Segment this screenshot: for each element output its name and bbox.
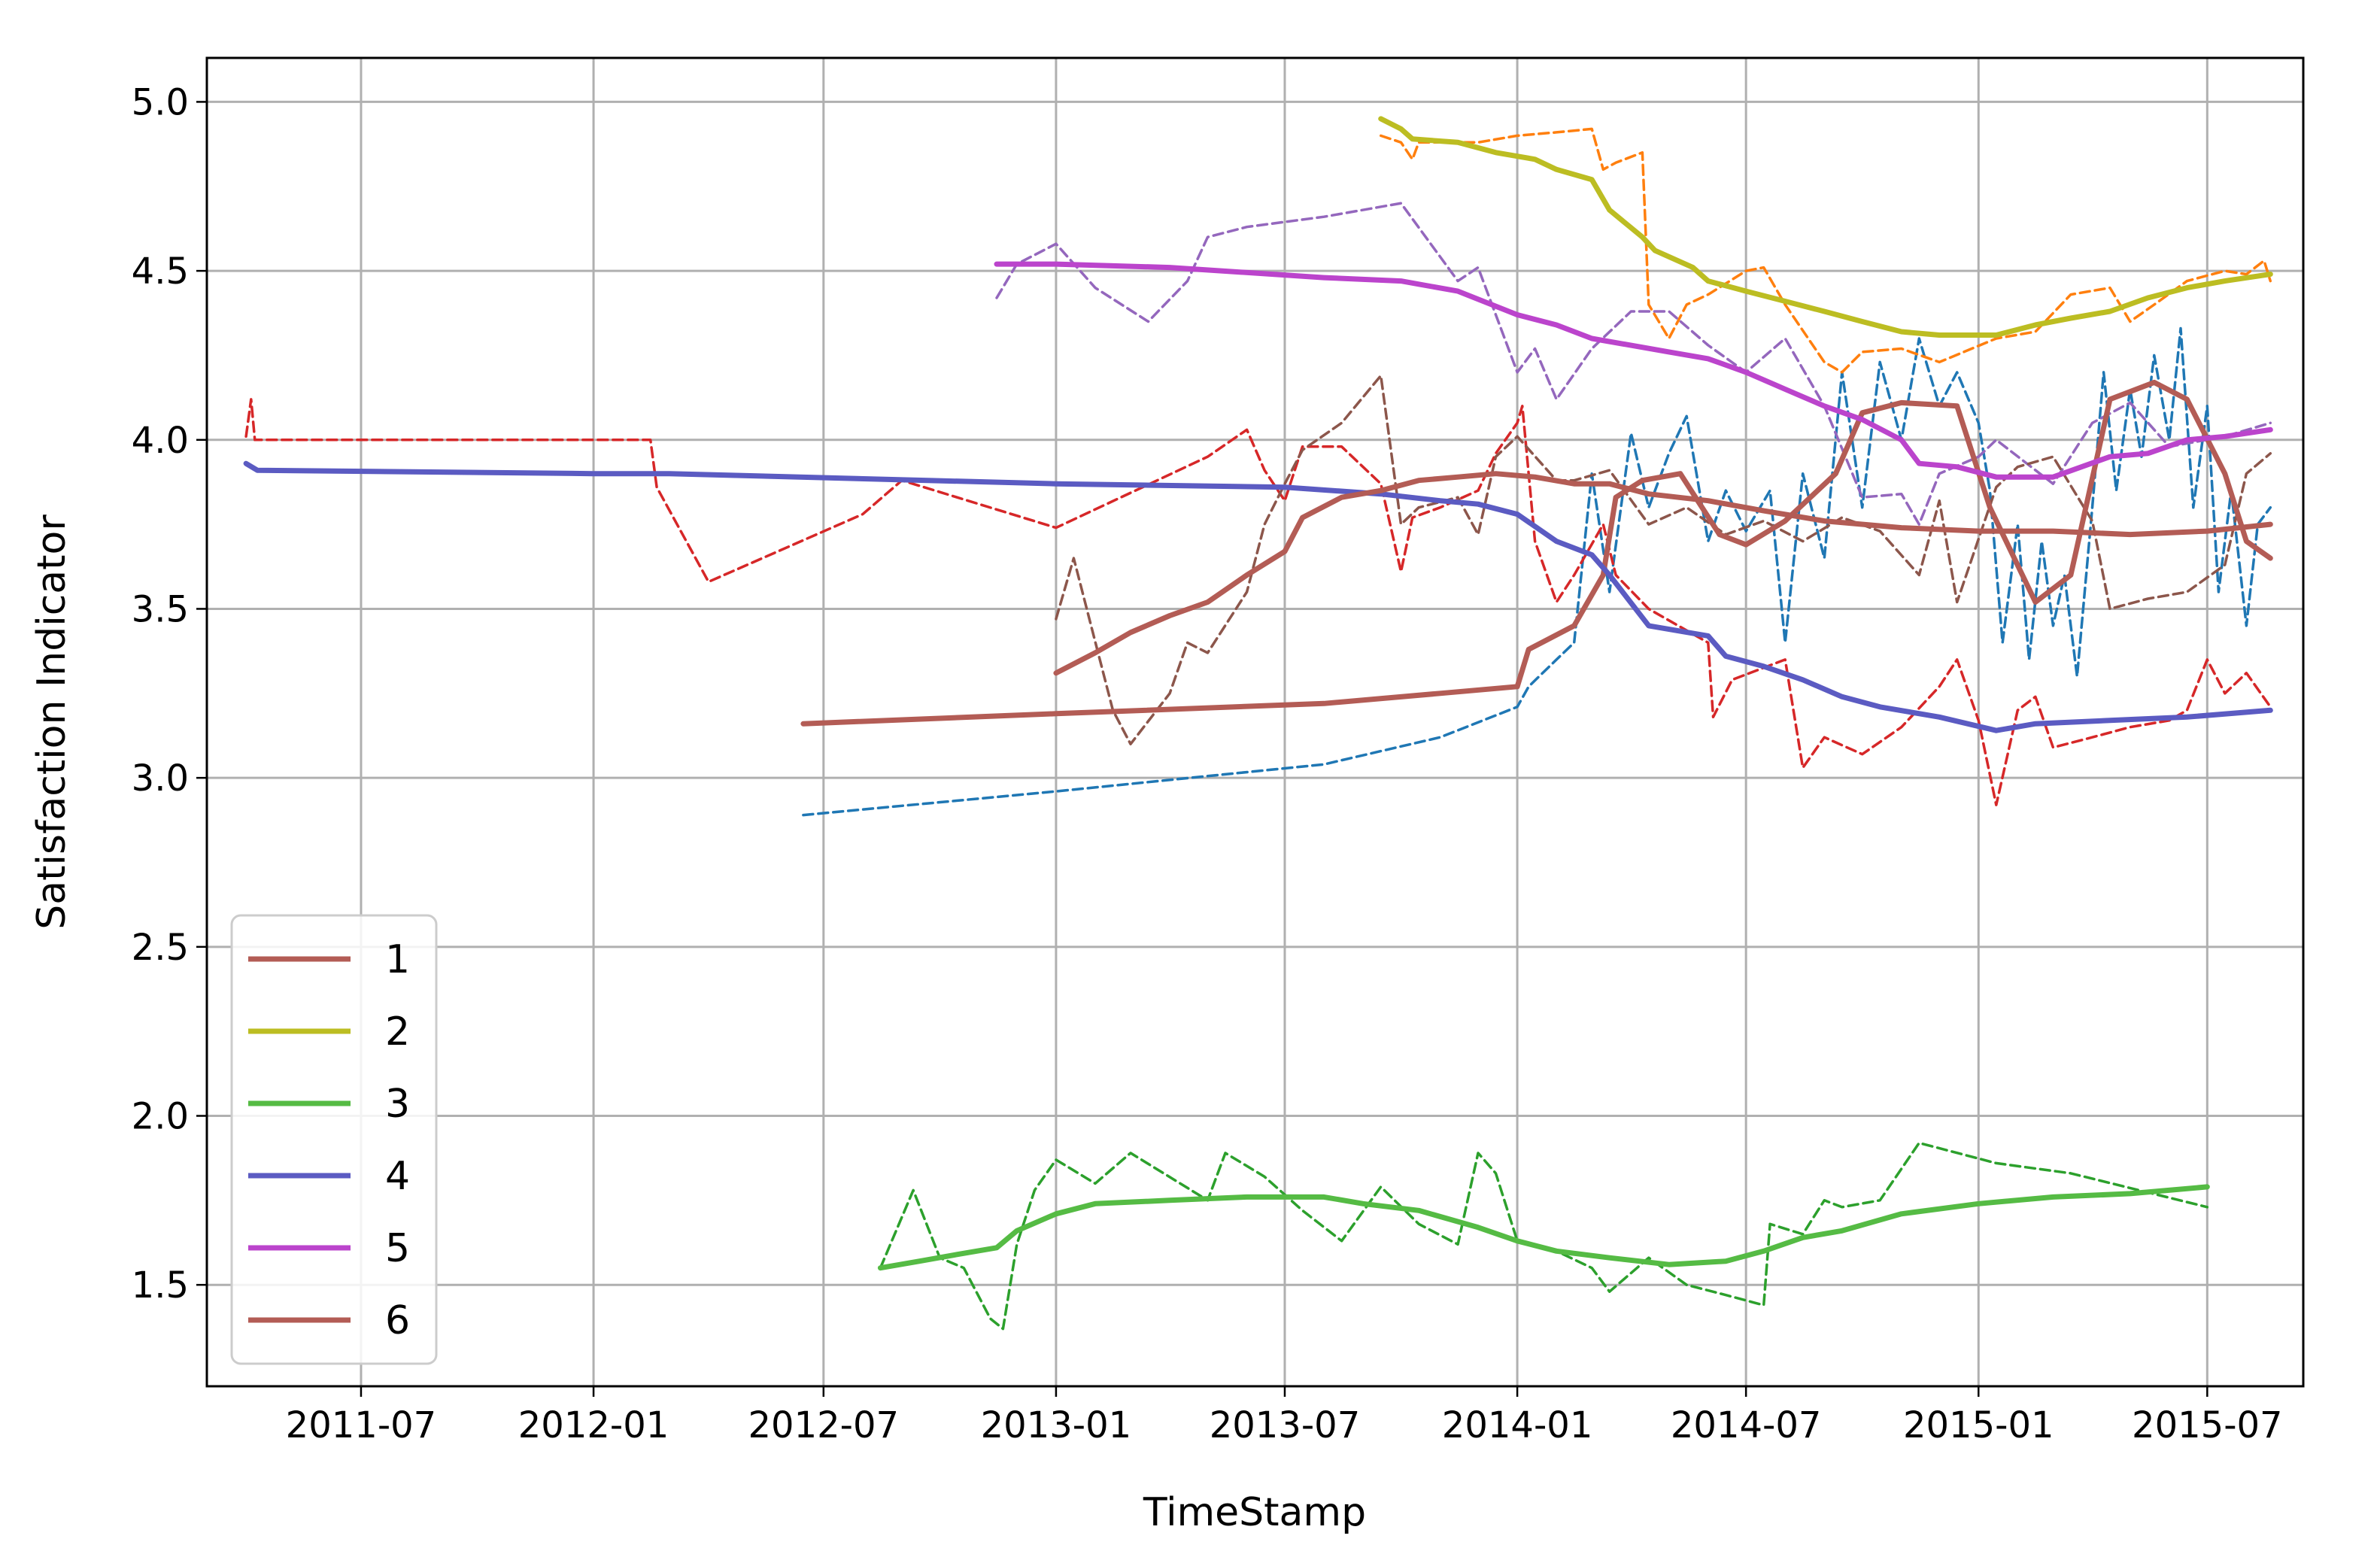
y-tick-label: 3.5	[132, 588, 189, 630]
legend-label: 4	[385, 1154, 410, 1199]
x-tick-label: 2012-01	[518, 1404, 669, 1446]
legend-label: 5	[385, 1226, 410, 1271]
series-line-dashed	[244, 398, 2272, 806]
x-tick-label: 2015-01	[1903, 1404, 2054, 1446]
series-line-solid	[1378, 116, 2273, 338]
series-line-solid	[800, 379, 2273, 727]
series-lines	[243, 116, 2273, 1331]
x-tick-label: 2014-01	[1442, 1404, 1593, 1446]
x-tick-label: 2013-07	[1210, 1404, 1361, 1446]
x-tick-label: 2012-07	[748, 1404, 900, 1446]
ticks: 2011-07 2012-01 2012-07 2013-01 2013-07 2014-…	[132, 81, 2283, 1446]
y-axis-title: Satisfaction Indicator	[29, 514, 74, 930]
series-line-solid	[1053, 471, 2273, 676]
series-line-dashed	[1055, 374, 2272, 745]
y-tick-label: 3.0	[132, 757, 189, 800]
grid	[207, 58, 2303, 1386]
legend-label: 6	[385, 1298, 410, 1343]
x-tick-label: 2015-07	[2132, 1404, 2283, 1446]
series-line-solid	[994, 261, 2273, 480]
y-tick-label: 4.5	[132, 250, 189, 293]
x-tick-label: 2014-07	[1671, 1404, 1822, 1446]
series-line-solid	[243, 460, 2273, 733]
y-tick-label: 1.5	[132, 1264, 189, 1307]
y-tick-label: 2.0	[132, 1096, 189, 1138]
y-tick-label: 2.5	[132, 927, 189, 969]
series-line-dashed	[995, 202, 2272, 526]
series-line-dashed	[802, 326, 2272, 817]
plot-frame	[205, 56, 2305, 1388]
y-tick-label: 5.0	[132, 81, 189, 123]
legend: 1 2 3 4 5 6	[230, 914, 438, 1365]
legend-frame	[230, 914, 438, 1365]
x-axis-title: TimeStamp	[1143, 1490, 1366, 1535]
x-tick-label: 2011-07	[286, 1404, 437, 1446]
series-line-dashed	[1379, 127, 2272, 374]
series-line-solid	[877, 1184, 2210, 1271]
x-tick-label: 2013-01	[981, 1404, 1132, 1446]
series-line-dashed	[879, 1141, 2209, 1331]
y-tick-label: 4.0	[132, 420, 189, 462]
legend-label: 1	[385, 937, 410, 982]
legend-label: 3	[385, 1082, 410, 1127]
legend-label: 2	[385, 1009, 410, 1055]
